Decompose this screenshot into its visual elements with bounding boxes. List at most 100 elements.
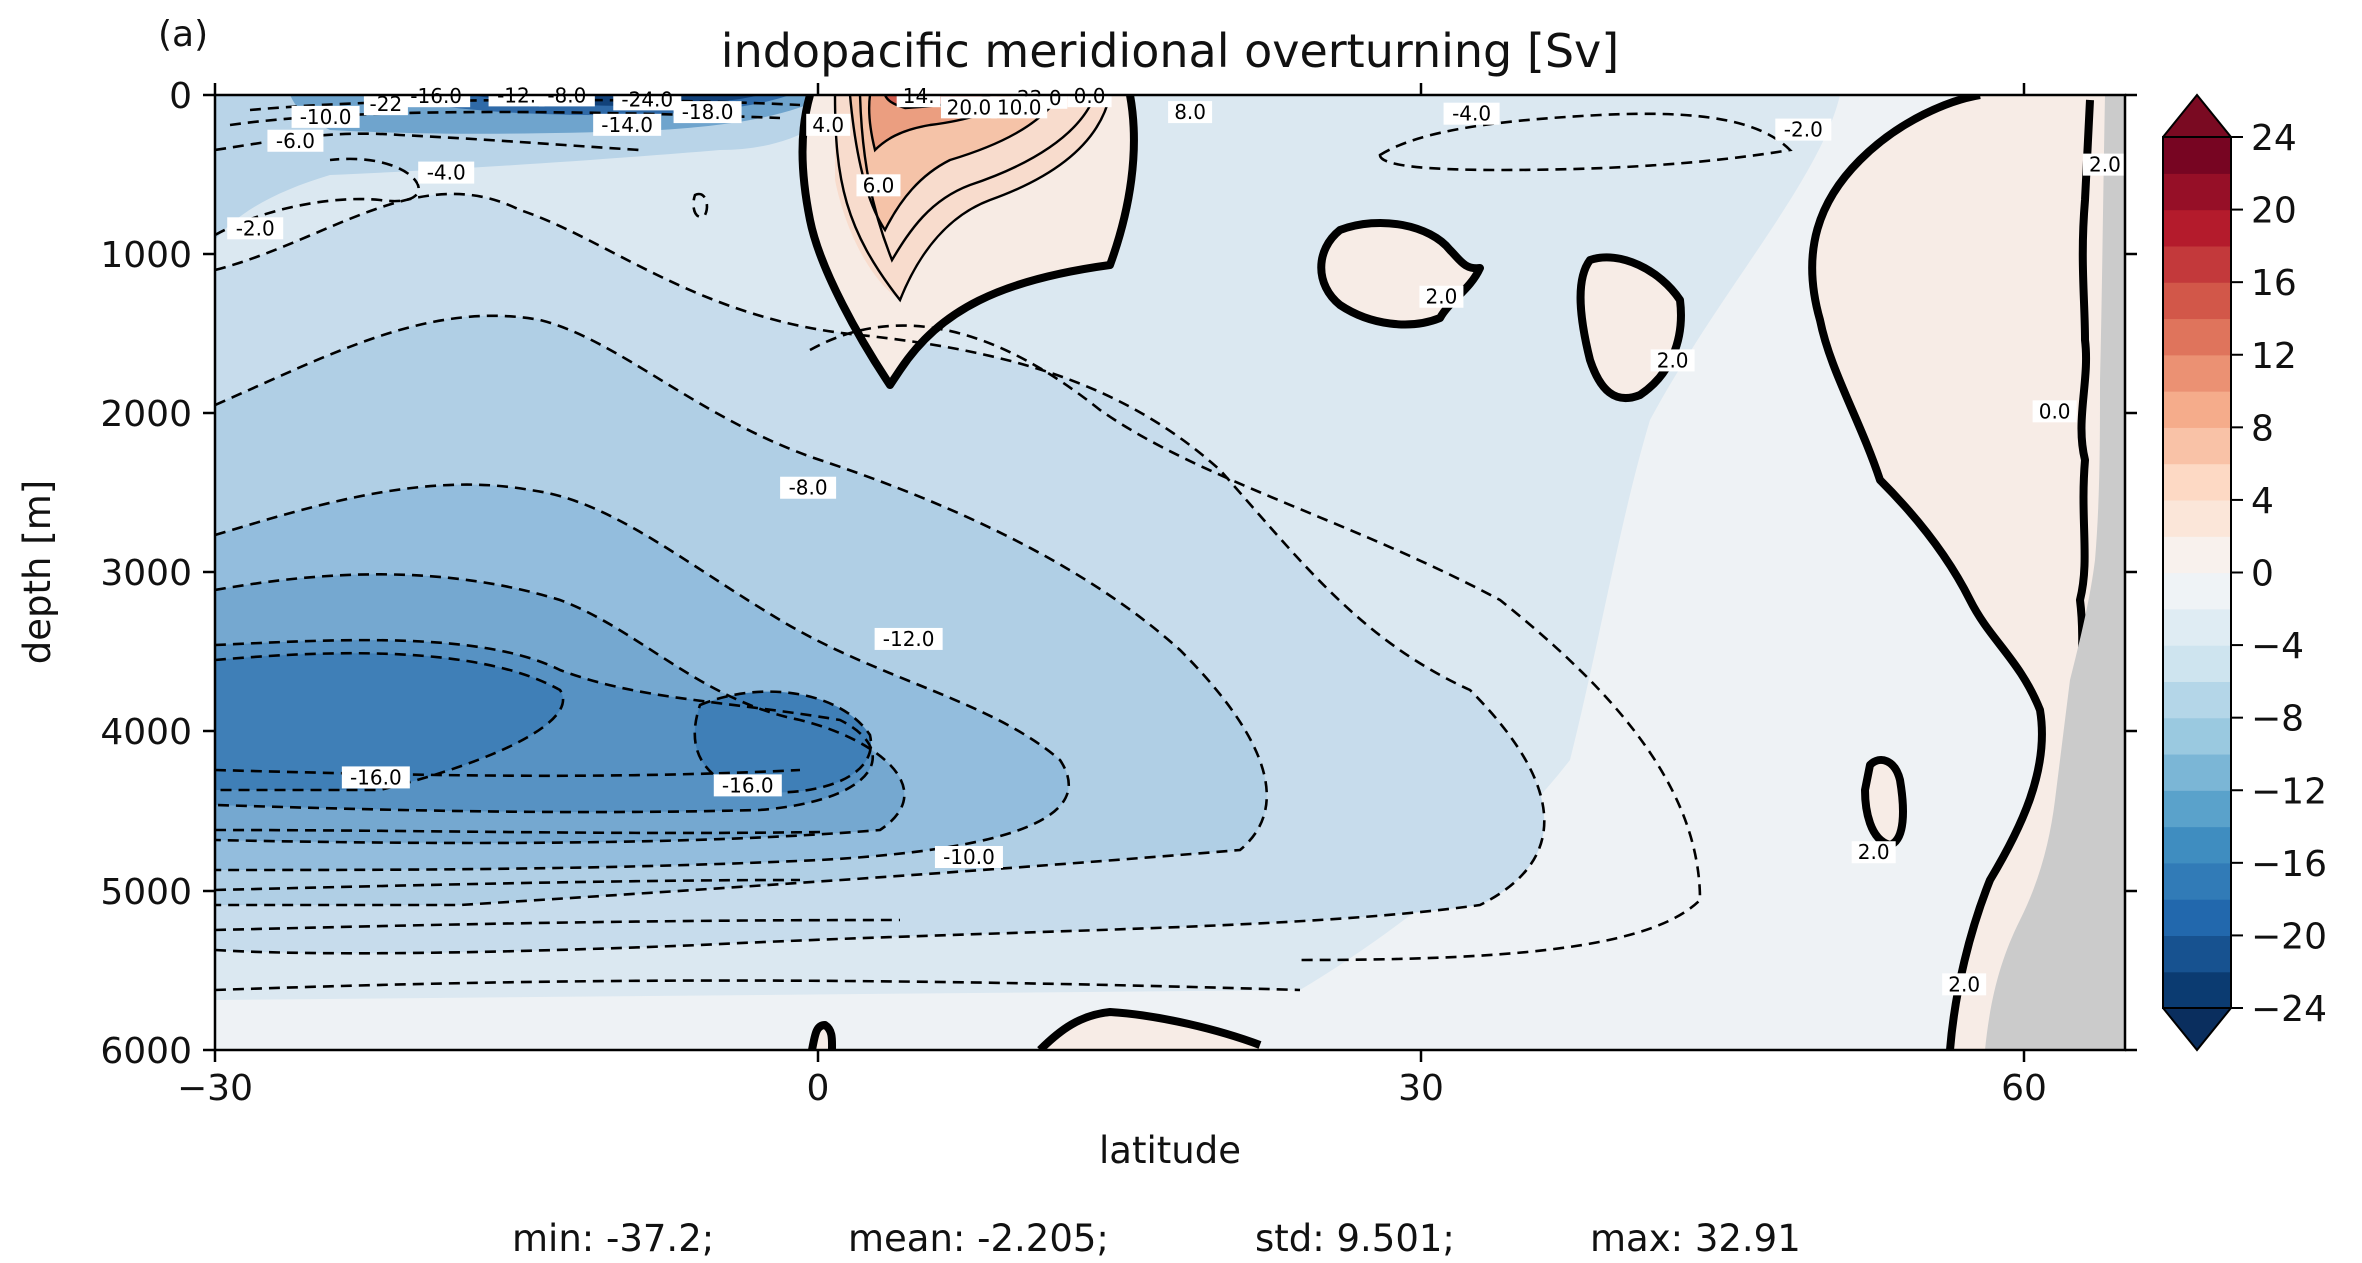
colorbar-swatch [2163, 173, 2231, 211]
colorbar-tick: −16 [2231, 844, 2327, 885]
contour-label: -12.0 [874, 627, 943, 651]
contour-label-text: -14.0 [601, 113, 653, 137]
contour-label: 2.0 [1851, 840, 1896, 864]
contour-label: 2.0 [2082, 153, 2127, 177]
contour-label: -16.0 [713, 773, 782, 797]
colorbar-swatch [2163, 681, 2231, 719]
colorbar-swatch [2163, 354, 2231, 392]
colorbar-tick-label: 4 [2251, 481, 2274, 522]
x-tick-label: 30 [1398, 1068, 1444, 1109]
colorbar-swatch [2163, 427, 2231, 465]
zero-contour [808, 1021, 837, 1050]
colorbar-tick-label: −20 [2251, 916, 2327, 957]
contour-label-text: -16.0 [722, 773, 774, 797]
colorbar-swatch [2163, 572, 2231, 610]
y-tick: 5000 [100, 872, 2137, 913]
contour-line [215, 878, 801, 892]
zero-contour-lines [798, 95, 2094, 1050]
colorbar-tick-label: −4 [2251, 626, 2304, 667]
contour-line [215, 314, 1268, 907]
contour-label: -4.0 [418, 161, 475, 185]
y-tick: 0 [169, 76, 2137, 117]
contour-label-text: -2.0 [236, 216, 275, 240]
contour-label-text: 2.0 [1948, 972, 1980, 996]
contour-label-text: 20.0 [947, 95, 992, 119]
colorbar-tick-label: 12 [2251, 336, 2297, 377]
stat-std: std: 9.501; [1255, 1217, 1455, 1260]
y-tick: 6000 [100, 1031, 2137, 1072]
contour-label: -14.0 [593, 113, 662, 137]
colorbar-swatch [2163, 499, 2231, 537]
colorbar-tick-label: 8 [2251, 408, 2274, 449]
contour-label: 20.0 [940, 95, 997, 119]
colorbar-swatch [2163, 826, 2231, 864]
contour-label: -16.0 [402, 84, 471, 108]
colorbar-swatch [2163, 971, 2231, 1009]
contour-label-text: -16.0 [350, 765, 402, 789]
x-tick-label: 0 [807, 1068, 830, 1109]
contour-label-text: -24.0 [621, 87, 673, 111]
contour-label: 8.0 [1168, 100, 1213, 124]
contour-fill-pos-bottom [1040, 1012, 1260, 1050]
stat-min: min: -37.2; [512, 1217, 714, 1260]
colorbar-swatch [2163, 536, 2231, 574]
contour-label: -10.0 [934, 845, 1003, 869]
colorbar-tick: −4 [2231, 626, 2304, 667]
colorbar-tick: 8 [2231, 408, 2274, 449]
contour-line [215, 573, 906, 845]
contour-label: 2.0 [1942, 972, 1987, 996]
plot-area: -2.0-6.0-10.0-22 -16.0-4.0-12. -8.0 -24.0-1… [213, 83, 2127, 1052]
contour-label: -10.0 [291, 105, 360, 129]
y-axis-label: depth [m] [16, 480, 59, 664]
colorbar-tick: −8 [2231, 699, 2304, 740]
contour-label: 10.0 [991, 95, 1048, 119]
x-tick-label: −30 [177, 1068, 253, 1109]
contour-label: -6.0 [267, 129, 324, 153]
contour-label: 0.0 [2032, 399, 2077, 423]
contour-label: -2.0 [1775, 118, 1832, 142]
contour-label: -16.0 [341, 765, 410, 789]
colorbar-swatch [2163, 862, 2231, 900]
contour-fill-minus14 [215, 653, 564, 790]
y-tick: 3000 [100, 553, 2137, 594]
colorbar-swatch [2163, 645, 2231, 682]
contour-label: -8.0 [780, 476, 837, 500]
colorbar-tick-label: 16 [2251, 263, 2297, 304]
stat-mean: mean: -2.205; [848, 1217, 1109, 1260]
colorbar-tick: −24 [2231, 989, 2327, 1030]
contour-line [833, 95, 1112, 303]
colorbar-swatch [2163, 209, 2231, 247]
stats-line: min: -37.2; mean: -2.205; std: 9.501; ma… [512, 1217, 1801, 1260]
x-tick: −30 [177, 83, 253, 1109]
x-tick: 0 [807, 83, 830, 1109]
contour-label-text: 2.0 [2089, 153, 2121, 177]
contour-label: -24.0 [613, 87, 682, 111]
colorbar-swatches [2163, 137, 2231, 1009]
x-axis: −30 0 30 60 latitude [177, 83, 2047, 1172]
contour-label-text: 6.0 [863, 173, 895, 197]
colorbar-swatch [2163, 790, 2231, 828]
panel-label: (a) [158, 14, 208, 55]
colorbar-tick-label: 20 [2251, 191, 2297, 232]
contour-line [848, 95, 1061, 233]
colorbar-swatch [2163, 899, 2231, 937]
contour-line [215, 157, 420, 237]
contour-line [215, 192, 1546, 955]
contour-label-text: -10.0 [300, 105, 352, 129]
contour-label-text: 2.0 [1426, 285, 1458, 309]
colorbar-tick: 12 [2231, 336, 2297, 377]
y-tick-label: 2000 [100, 394, 192, 435]
contour-line [215, 483, 1071, 872]
y-tick-label: 5000 [100, 872, 192, 913]
x-axis-label: latitude [1099, 1129, 1241, 1172]
colorbar-swatch [2163, 753, 2231, 791]
contour-label-text: -12.0 [883, 627, 935, 651]
contour-label-text: 2.0 [1657, 348, 1689, 372]
colorbar-tick-label: −16 [2251, 844, 2327, 885]
contour-label-text: -18.0 [682, 100, 734, 124]
y-tick-label: 4000 [100, 712, 192, 753]
contour-label: 4.0 [806, 113, 851, 137]
contour-label: -2.0 [227, 216, 284, 240]
colorbar-swatch [2163, 391, 2231, 428]
y-axis: 0 1000 2000 3000 4000 5000 [16, 76, 2137, 1072]
